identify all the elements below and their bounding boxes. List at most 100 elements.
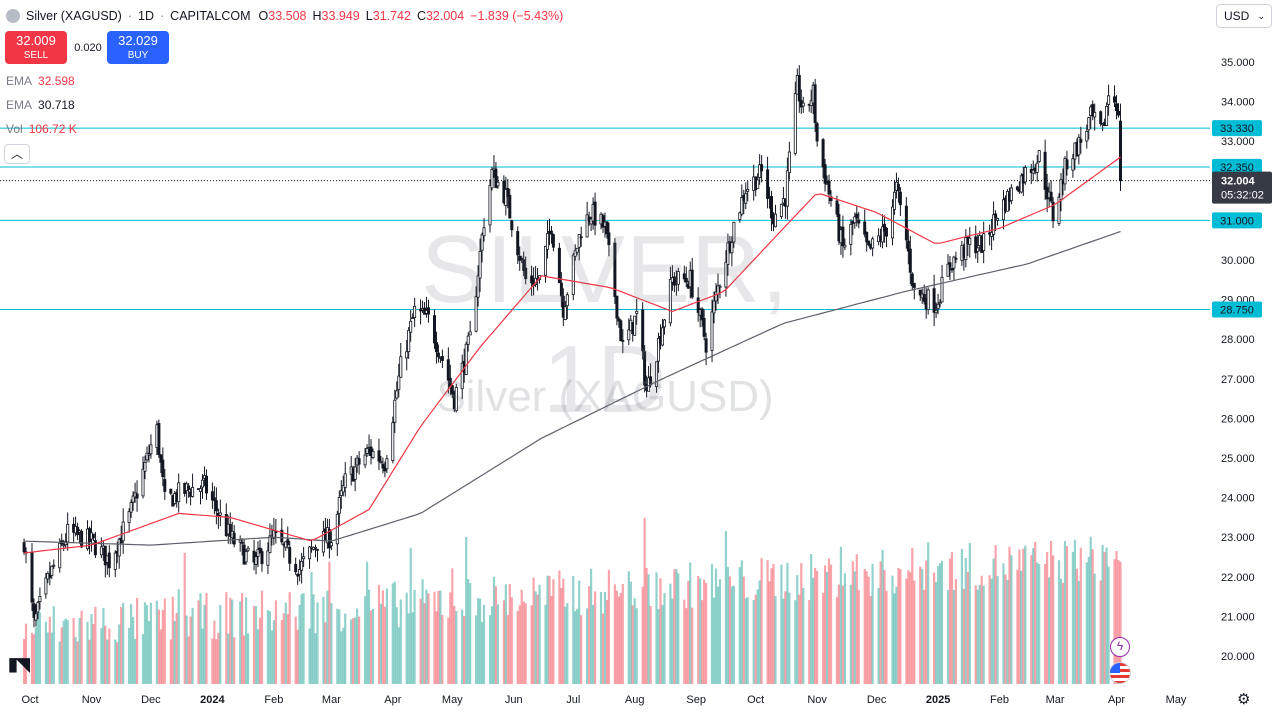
indicator-ema-slow[interactable]: EMA 30.718 bbox=[6, 98, 75, 112]
candle-down bbox=[212, 497, 216, 501]
volume-bar bbox=[782, 598, 785, 684]
volume-bar bbox=[213, 620, 216, 684]
volume-bar bbox=[849, 584, 852, 684]
data-source: CAPITALCOM bbox=[170, 9, 251, 23]
volume-bar bbox=[465, 537, 468, 684]
x-tick-label: Oct bbox=[21, 694, 38, 706]
symbol-name[interactable]: Silver (XAGUSD) bbox=[26, 9, 122, 23]
candle-down bbox=[232, 532, 236, 545]
candle-up bbox=[145, 452, 149, 461]
volume-bar bbox=[954, 579, 957, 684]
volume-bar bbox=[607, 569, 610, 684]
volume-bar bbox=[718, 579, 722, 684]
low-label: L bbox=[365, 9, 373, 23]
candle-up bbox=[732, 221, 736, 243]
x-tick-label: Nov bbox=[82, 694, 102, 706]
volume-bar bbox=[964, 558, 967, 684]
candle-up bbox=[843, 244, 847, 248]
volume-bar bbox=[1036, 562, 1039, 684]
volume-bar bbox=[169, 639, 172, 684]
spread-value: 0.020 bbox=[74, 42, 102, 54]
volume-value: 106.72 K bbox=[28, 122, 77, 136]
volume-bar bbox=[780, 564, 783, 684]
candle-up bbox=[573, 249, 577, 257]
volume-bar bbox=[258, 617, 262, 684]
volume-bar bbox=[891, 575, 894, 684]
volume-bar bbox=[467, 579, 470, 684]
gear-icon[interactable]: ⚙ bbox=[1237, 691, 1251, 708]
volume-bar bbox=[841, 585, 844, 684]
volume-bar bbox=[756, 589, 759, 684]
candle-down bbox=[605, 221, 609, 235]
candle-up bbox=[268, 535, 272, 553]
volume-bar bbox=[36, 608, 39, 684]
volume-bar bbox=[685, 608, 688, 684]
volume-bar bbox=[673, 569, 676, 684]
collapse-legend-button[interactable]: ︿ bbox=[4, 144, 30, 164]
volume-bar bbox=[580, 615, 583, 684]
volume-bar bbox=[252, 606, 256, 684]
volume-bar bbox=[1061, 582, 1065, 684]
volume-bar bbox=[772, 564, 775, 684]
volume-bar bbox=[90, 614, 93, 684]
lightning-icon[interactable]: ϟ bbox=[1110, 637, 1130, 657]
candle-up bbox=[881, 226, 885, 243]
candle-up bbox=[44, 577, 48, 595]
volume-bar bbox=[629, 581, 632, 684]
volume-bar bbox=[899, 569, 902, 684]
level-price-label: 31.000 bbox=[1220, 215, 1254, 227]
y-tick-label: 33.000 bbox=[1221, 136, 1255, 148]
candle-down bbox=[48, 574, 52, 578]
volume-bar bbox=[439, 590, 442, 684]
volume-bar bbox=[229, 597, 232, 684]
currency-select[interactable]: USD ⌄ bbox=[1216, 4, 1272, 28]
candle-up bbox=[405, 351, 409, 359]
chevron-down-icon: ⌄ bbox=[1257, 11, 1265, 21]
volume-bar bbox=[633, 598, 636, 684]
volume-bar bbox=[853, 571, 856, 684]
volume-bar bbox=[254, 606, 258, 684]
indicator-ema-fast[interactable]: EMA 32.598 bbox=[6, 74, 75, 88]
candle-up bbox=[585, 214, 589, 238]
interval[interactable]: 1D bbox=[138, 9, 154, 23]
volume-bar bbox=[843, 573, 846, 684]
bar-countdown-label: 05:32:02 bbox=[1221, 190, 1264, 202]
candle-up bbox=[99, 546, 103, 556]
candle-up bbox=[460, 362, 464, 390]
candle-down bbox=[91, 533, 95, 539]
candle-down bbox=[950, 268, 954, 271]
volume-bar bbox=[447, 617, 450, 684]
volume-bar bbox=[952, 590, 955, 684]
candle-up bbox=[464, 343, 468, 376]
candle-up bbox=[1019, 175, 1023, 193]
volume-bar bbox=[219, 605, 222, 684]
volume-bar bbox=[24, 623, 28, 684]
volume-bar bbox=[308, 628, 311, 684]
sell-button[interactable]: 32.009 SELL bbox=[5, 31, 67, 64]
candle-down bbox=[204, 475, 208, 494]
volume-bar bbox=[724, 531, 727, 684]
candle-down bbox=[682, 273, 686, 280]
candle-down bbox=[1065, 159, 1069, 170]
buy-button[interactable]: 32.029 BUY bbox=[107, 31, 169, 64]
volume-bar bbox=[1034, 542, 1037, 684]
indicator-volume[interactable]: Vol 106.72 K bbox=[6, 122, 77, 136]
volume-bar bbox=[877, 587, 880, 684]
candle-up bbox=[113, 552, 117, 570]
candle-up bbox=[893, 191, 897, 210]
candle-down bbox=[974, 236, 978, 254]
volume-bar bbox=[1024, 545, 1027, 684]
volume-bar bbox=[461, 609, 464, 684]
candle-up bbox=[298, 569, 302, 575]
level-price-tag bbox=[1212, 120, 1262, 137]
us-flag-icon[interactable] bbox=[1109, 662, 1131, 684]
symbol-header[interactable]: Silver (XAGUSD) · 1D · CAPITALCOM O 33.50… bbox=[6, 5, 563, 27]
volume-bar bbox=[1006, 580, 1009, 684]
volume-bar bbox=[992, 558, 995, 684]
tradingview-logo-icon[interactable]: ▮◥ bbox=[8, 654, 30, 674]
candle-down bbox=[1117, 111, 1121, 116]
volume-bar bbox=[496, 604, 499, 684]
candle-up bbox=[938, 302, 942, 305]
candle-down bbox=[867, 240, 871, 246]
